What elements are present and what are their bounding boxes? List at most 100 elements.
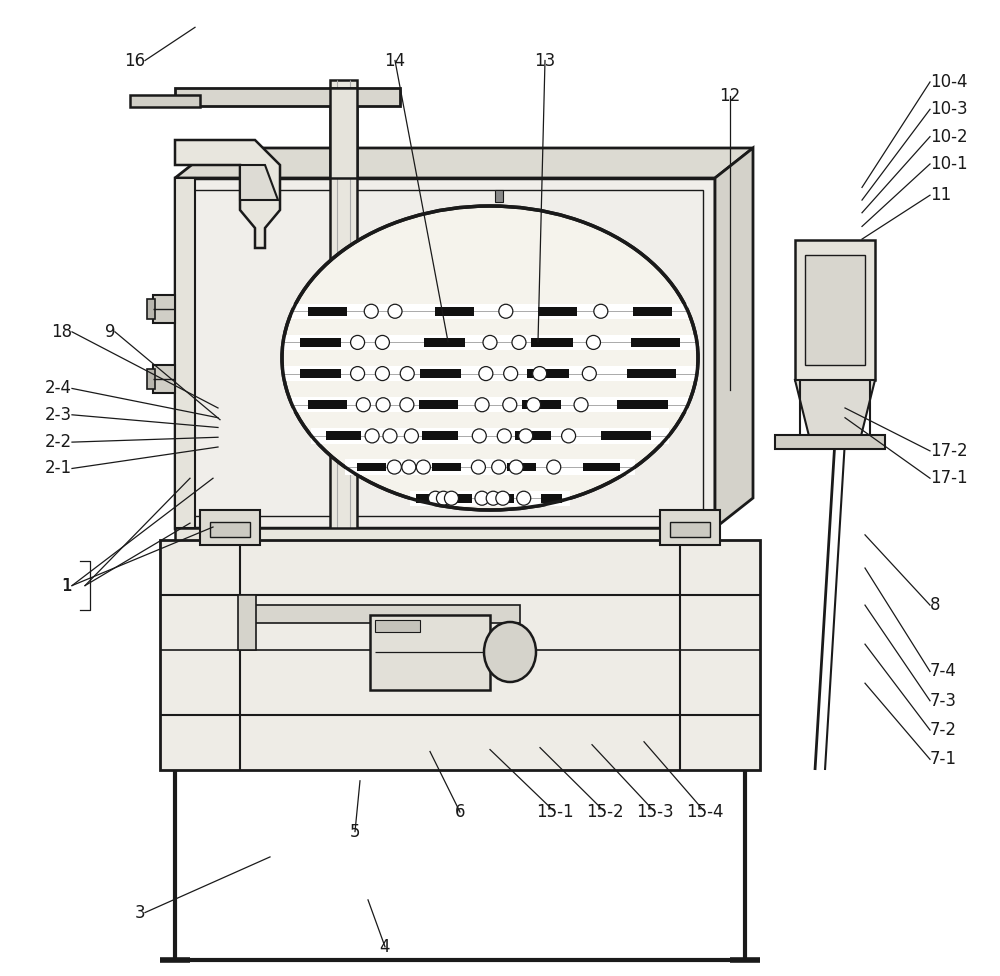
Bar bbox=[507, 463, 536, 471]
Bar bbox=[175, 178, 715, 528]
Bar bbox=[456, 494, 472, 503]
Text: 15-2: 15-2 bbox=[586, 803, 624, 821]
Bar bbox=[531, 338, 573, 346]
Bar bbox=[375, 620, 420, 632]
Ellipse shape bbox=[484, 622, 536, 682]
Bar bbox=[424, 338, 465, 346]
Text: 7-2: 7-2 bbox=[930, 721, 957, 739]
Circle shape bbox=[387, 460, 401, 474]
Bar bbox=[210, 522, 250, 537]
Text: 10-3: 10-3 bbox=[930, 101, 968, 118]
Circle shape bbox=[436, 491, 450, 506]
Text: 8: 8 bbox=[930, 596, 940, 614]
Circle shape bbox=[562, 428, 576, 443]
Bar bbox=[147, 299, 155, 319]
Circle shape bbox=[483, 336, 497, 349]
Text: 15-1: 15-1 bbox=[536, 803, 574, 821]
Circle shape bbox=[492, 460, 506, 474]
Bar bbox=[627, 369, 676, 378]
Circle shape bbox=[375, 336, 389, 349]
Text: 15-3: 15-3 bbox=[636, 803, 674, 821]
Circle shape bbox=[428, 491, 442, 506]
Circle shape bbox=[582, 367, 596, 381]
Circle shape bbox=[504, 367, 518, 381]
Text: 15-4: 15-4 bbox=[686, 803, 724, 821]
Bar bbox=[617, 400, 668, 409]
Bar bbox=[326, 431, 361, 440]
Bar bbox=[601, 431, 651, 440]
Polygon shape bbox=[175, 140, 280, 248]
Circle shape bbox=[404, 428, 418, 443]
Text: 3: 3 bbox=[134, 904, 145, 921]
Text: 18: 18 bbox=[51, 323, 72, 341]
Bar bbox=[330, 80, 357, 530]
Bar bbox=[432, 463, 461, 471]
Circle shape bbox=[388, 305, 402, 318]
Circle shape bbox=[400, 367, 414, 381]
Bar bbox=[633, 306, 672, 315]
Circle shape bbox=[400, 398, 414, 412]
Text: 1: 1 bbox=[61, 577, 72, 594]
Circle shape bbox=[471, 460, 485, 474]
Bar bbox=[583, 463, 620, 471]
Circle shape bbox=[351, 367, 365, 381]
Bar bbox=[330, 88, 357, 178]
Bar bbox=[419, 400, 458, 409]
Circle shape bbox=[586, 336, 600, 349]
Circle shape bbox=[375, 367, 389, 381]
Bar bbox=[200, 510, 260, 545]
Text: 1: 1 bbox=[61, 577, 72, 594]
Bar bbox=[308, 306, 347, 315]
Text: 17-2: 17-2 bbox=[930, 442, 968, 460]
Bar bbox=[153, 295, 175, 323]
Text: 2-4: 2-4 bbox=[45, 380, 72, 397]
Circle shape bbox=[475, 491, 489, 506]
Circle shape bbox=[519, 428, 533, 443]
Text: 4: 4 bbox=[380, 938, 390, 956]
Circle shape bbox=[517, 491, 531, 506]
Circle shape bbox=[376, 398, 390, 412]
Circle shape bbox=[472, 428, 486, 443]
Circle shape bbox=[503, 398, 517, 412]
Circle shape bbox=[527, 398, 541, 412]
Bar bbox=[538, 306, 577, 315]
Ellipse shape bbox=[282, 206, 698, 510]
Text: 2-1: 2-1 bbox=[45, 460, 72, 477]
Bar bbox=[527, 369, 569, 378]
Circle shape bbox=[383, 428, 397, 443]
Bar bbox=[147, 369, 155, 389]
Circle shape bbox=[499, 305, 513, 318]
Circle shape bbox=[509, 460, 523, 474]
Bar bbox=[175, 528, 715, 558]
Bar bbox=[660, 510, 720, 545]
Circle shape bbox=[496, 491, 510, 506]
Bar bbox=[240, 605, 520, 623]
Bar bbox=[775, 435, 885, 449]
Bar bbox=[435, 306, 474, 315]
Circle shape bbox=[356, 398, 370, 412]
Bar bbox=[283, 366, 697, 382]
Bar bbox=[805, 255, 865, 365]
Bar bbox=[187, 190, 703, 516]
Bar bbox=[130, 95, 200, 107]
Circle shape bbox=[351, 336, 365, 349]
Text: 1: 1 bbox=[61, 577, 72, 594]
Polygon shape bbox=[795, 380, 875, 440]
Circle shape bbox=[444, 491, 458, 506]
Bar bbox=[238, 595, 256, 650]
Text: 12: 12 bbox=[719, 87, 741, 104]
Text: 7-4: 7-4 bbox=[930, 663, 957, 680]
Bar bbox=[495, 190, 503, 202]
Circle shape bbox=[497, 428, 511, 443]
Bar bbox=[515, 431, 551, 440]
Circle shape bbox=[574, 398, 588, 412]
Text: 10-1: 10-1 bbox=[930, 155, 968, 173]
Bar bbox=[345, 460, 635, 474]
Text: 7-3: 7-3 bbox=[930, 692, 957, 710]
Circle shape bbox=[512, 336, 526, 349]
Circle shape bbox=[416, 460, 430, 474]
Circle shape bbox=[547, 460, 561, 474]
Text: 5: 5 bbox=[350, 823, 360, 840]
Text: 16: 16 bbox=[124, 52, 145, 69]
Text: 6: 6 bbox=[455, 803, 465, 821]
